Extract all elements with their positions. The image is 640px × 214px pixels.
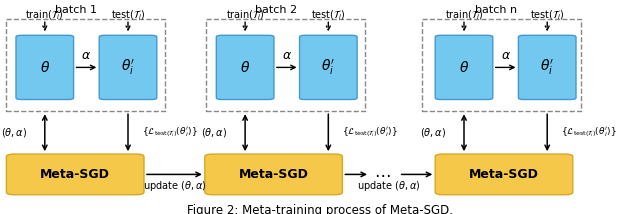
Text: Meta-SGD: Meta-SGD [469, 168, 539, 181]
Text: test$(\mathcal{T}_i)$: test$(\mathcal{T}_i)$ [530, 8, 564, 22]
FancyBboxPatch shape [518, 35, 576, 100]
FancyBboxPatch shape [6, 154, 144, 195]
Text: batch 1: batch 1 [54, 5, 97, 15]
FancyBboxPatch shape [300, 35, 357, 100]
Text: train$(\mathcal{T}_i)$: train$(\mathcal{T}_i)$ [226, 8, 264, 22]
Text: $\theta$: $\theta$ [240, 60, 250, 75]
Text: update $(\theta, \alpha)$: update $(\theta, \alpha)$ [357, 179, 420, 193]
Text: batch 2: batch 2 [255, 5, 298, 15]
Text: Figure 2: Meta-training process of Meta-SGD.: Figure 2: Meta-training process of Meta-… [187, 204, 453, 214]
FancyBboxPatch shape [435, 154, 573, 195]
Text: $(\theta, \alpha)$: $(\theta, \alpha)$ [1, 126, 27, 139]
Text: $\theta_i^{\prime}$: $\theta_i^{\prime}$ [540, 58, 554, 77]
Text: $\{\mathcal{L}_{\mathrm{test}(\mathcal{T}_i)}(\theta_i^{\prime})\}$: $\{\mathcal{L}_{\mathrm{test}(\mathcal{T… [141, 126, 198, 140]
Bar [6, 19, 165, 111]
Text: update $(\theta, \alpha)$: update $(\theta, \alpha)$ [143, 179, 206, 193]
FancyBboxPatch shape [435, 35, 493, 100]
Text: test$(\mathcal{T}_i)$: test$(\mathcal{T}_i)$ [111, 8, 145, 22]
Text: batch n: batch n [475, 5, 517, 15]
Text: test$(\mathcal{T}_i)$: test$(\mathcal{T}_i)$ [311, 8, 346, 22]
Text: $(\theta, \alpha)$: $(\theta, \alpha)$ [420, 126, 446, 139]
Text: $\cdots$: $\cdots$ [374, 165, 391, 183]
Text: $\alpha$: $\alpha$ [81, 49, 92, 62]
Text: $\alpha$: $\alpha$ [282, 49, 292, 62]
Bar [206, 19, 365, 111]
FancyBboxPatch shape [205, 154, 342, 195]
Bar [422, 19, 581, 111]
Text: $(\theta, \alpha)$: $(\theta, \alpha)$ [202, 126, 227, 139]
Text: Meta-SGD: Meta-SGD [239, 168, 308, 181]
FancyBboxPatch shape [16, 35, 74, 100]
Text: $\{\mathcal{L}_{\mathrm{test}(\mathcal{T}_i)}(\theta_i^{\prime})\}$: $\{\mathcal{L}_{\mathrm{test}(\mathcal{T… [561, 126, 617, 140]
Text: $\theta_i^{\prime}$: $\theta_i^{\prime}$ [121, 58, 135, 77]
Text: train$(\mathcal{T}_i)$: train$(\mathcal{T}_i)$ [26, 8, 64, 22]
Text: $\theta_i^{\prime}$: $\theta_i^{\prime}$ [321, 58, 335, 77]
Text: $\theta$: $\theta$ [40, 60, 50, 75]
Text: $\alpha$: $\alpha$ [500, 49, 511, 62]
Text: Meta-SGD: Meta-SGD [40, 168, 110, 181]
Text: train$(\mathcal{T}_i)$: train$(\mathcal{T}_i)$ [445, 8, 483, 22]
Text: $\{\mathcal{L}_{\mathrm{test}(\mathcal{T}_i)}(\theta_i^{\prime})\}$: $\{\mathcal{L}_{\mathrm{test}(\mathcal{T… [342, 126, 398, 140]
Text: $\theta$: $\theta$ [459, 60, 469, 75]
FancyBboxPatch shape [99, 35, 157, 100]
FancyBboxPatch shape [216, 35, 274, 100]
